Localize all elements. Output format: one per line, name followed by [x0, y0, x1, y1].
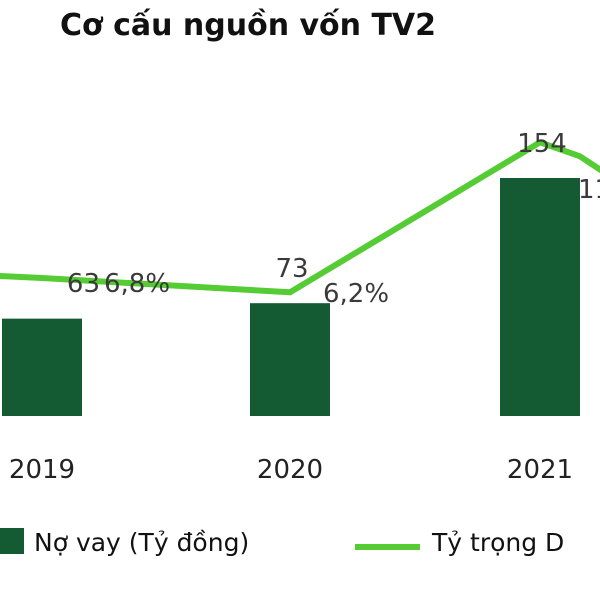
bar-2019	[2, 318, 82, 416]
bar-2021	[500, 178, 580, 416]
chart-title: Cơ cấu nguồn vốn TV2	[60, 8, 437, 43]
bar-group	[2, 178, 580, 416]
line-value-label: 6,8%	[104, 269, 170, 299]
bar-2020	[250, 303, 330, 416]
line-series	[0, 139, 600, 296]
bar-value-label: 63	[67, 269, 100, 299]
x-axis-ticks: 2019 2020 2021	[9, 455, 573, 485]
bar-value-label: 73	[275, 254, 308, 284]
legend-swatch-bar	[0, 528, 24, 554]
legend-label-line: Tỷ trọng D	[431, 528, 564, 557]
x-tick-label: 2020	[257, 455, 323, 485]
line-point-2019	[39, 275, 45, 281]
line-point-2020	[287, 289, 293, 296]
line-point-2021	[537, 139, 543, 146]
line-value-label: 6,2%	[323, 279, 389, 309]
x-tick-label: 2019	[9, 455, 75, 485]
line-path	[0, 139, 600, 296]
bar-value-label: 154	[517, 129, 567, 159]
x-tick-label: 2021	[507, 455, 573, 485]
data-labels: 63 73 154 6,8% 6,2% 11	[67, 129, 600, 309]
line-value-label: 11	[578, 175, 600, 205]
legend: Nợ vay (Tỷ đồng) Tỷ trọng D	[0, 528, 564, 557]
legend-label-bar: Nợ vay (Tỷ đồng)	[34, 528, 249, 557]
